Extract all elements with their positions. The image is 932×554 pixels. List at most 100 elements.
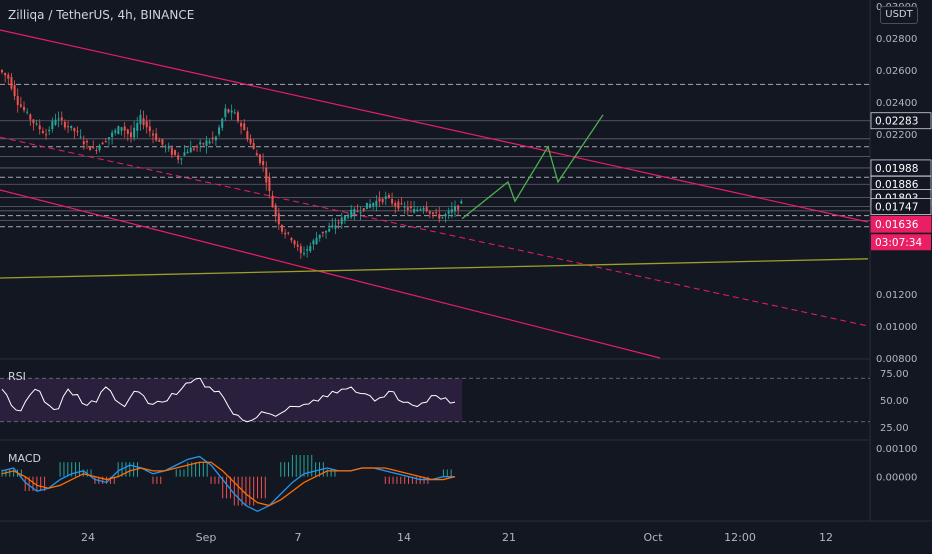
price-tick-label: 0.02600	[876, 66, 917, 77]
currency-button[interactable]: USDT	[880, 6, 918, 24]
candle-body	[161, 139, 164, 145]
candle-body	[211, 137, 214, 139]
candle-body	[38, 125, 41, 130]
candle-body	[306, 249, 309, 251]
candle-body	[139, 114, 142, 125]
candle-body	[441, 217, 444, 219]
candle-body	[114, 130, 117, 133]
candle-body	[271, 195, 274, 208]
candle-body	[142, 118, 145, 125]
candle-body	[296, 244, 299, 247]
candle-body	[397, 201, 400, 209]
candle-body	[183, 152, 186, 156]
candle-body	[107, 137, 110, 140]
candle-body	[221, 118, 224, 128]
x-tick-label: Oct	[643, 531, 663, 544]
rsi-tick-label: 50.00	[880, 396, 909, 407]
candle-body	[356, 211, 359, 213]
candle-body	[186, 151, 189, 154]
candle-body	[460, 201, 463, 204]
candle-body	[208, 141, 211, 144]
candle-body	[41, 130, 44, 134]
candle-body	[422, 208, 425, 210]
candle-body	[325, 230, 328, 233]
x-tick-label: 12:00	[724, 531, 756, 544]
macd-tick-label: 0.00100	[876, 444, 917, 455]
price-label: 0.01747	[875, 201, 918, 213]
channel-mid-line	[0, 136, 869, 327]
candle-body	[60, 117, 63, 120]
candle-body	[26, 111, 29, 113]
candle-body	[438, 214, 441, 219]
candle-body	[400, 203, 403, 205]
candle-body	[205, 140, 208, 146]
channel-lower-line	[0, 189, 661, 359]
candle-body	[315, 237, 318, 245]
candle-body	[277, 213, 280, 225]
candle-body	[7, 74, 10, 79]
candle-body	[120, 127, 123, 131]
candle-body	[70, 125, 73, 129]
candle-body	[243, 123, 246, 131]
candle-body	[365, 202, 368, 209]
candle-body	[274, 205, 277, 215]
candle-body	[457, 205, 460, 210]
candle-body	[98, 145, 101, 151]
candle-body	[331, 225, 334, 228]
candle-body	[57, 118, 60, 120]
candle-body	[309, 246, 312, 252]
candle-body	[148, 126, 151, 132]
candle-body	[89, 146, 92, 151]
candle-body	[230, 110, 233, 113]
candle-body	[158, 140, 161, 142]
x-tick-label: 7	[295, 531, 302, 544]
projection-path	[461, 114, 604, 220]
candle-body	[4, 73, 7, 76]
price-label: 0.01636	[875, 219, 919, 231]
candle-body	[265, 168, 268, 183]
candle-body	[136, 123, 139, 131]
candle-body	[104, 141, 107, 143]
candle-body	[428, 211, 431, 214]
price-tick-label: 0.01200	[876, 290, 917, 301]
candle-body	[258, 154, 261, 164]
countdown-label: 03:07:34	[875, 237, 922, 249]
candle-body	[328, 228, 331, 232]
price-label: 0.02283	[875, 116, 918, 128]
candle-body	[359, 212, 362, 214]
candle-body	[177, 155, 180, 160]
candle-body	[409, 206, 412, 209]
candle-body	[174, 150, 177, 155]
candle-body	[145, 121, 148, 128]
candle-body	[318, 234, 321, 239]
x-tick-label: Sep	[196, 531, 217, 544]
candle-body	[152, 133, 154, 136]
macd-label: MACD	[8, 452, 41, 465]
candle-body	[419, 209, 422, 211]
candle-body	[454, 206, 456, 212]
candle-body	[85, 140, 88, 143]
candle-body	[431, 212, 434, 214]
candle-body	[240, 123, 243, 127]
rsi-line	[1, 377, 456, 423]
candle-body	[444, 214, 447, 217]
candle-body	[23, 106, 26, 111]
macd-tick-label: 0.00000	[876, 473, 917, 484]
chart-title: Zilliqa / TetherUS, 4h, BINANCE	[8, 8, 195, 22]
price-label: 0.01988	[875, 163, 918, 175]
countdown-box	[871, 234, 931, 251]
candle-body	[224, 108, 227, 117]
rsi-tick-label: 25.00	[880, 423, 909, 434]
price-label: 0.01886	[875, 179, 919, 191]
macd-line	[1, 455, 455, 513]
candle-body	[54, 119, 57, 125]
price-tick-label: 0.00800	[876, 354, 917, 365]
price-label-box	[870, 198, 932, 215]
x-tick-label: 12	[819, 531, 833, 544]
candle-body	[218, 127, 221, 135]
candle-body	[111, 132, 114, 137]
candle-body	[123, 126, 126, 131]
signal-line	[1, 461, 456, 507]
candle-body	[362, 208, 365, 211]
